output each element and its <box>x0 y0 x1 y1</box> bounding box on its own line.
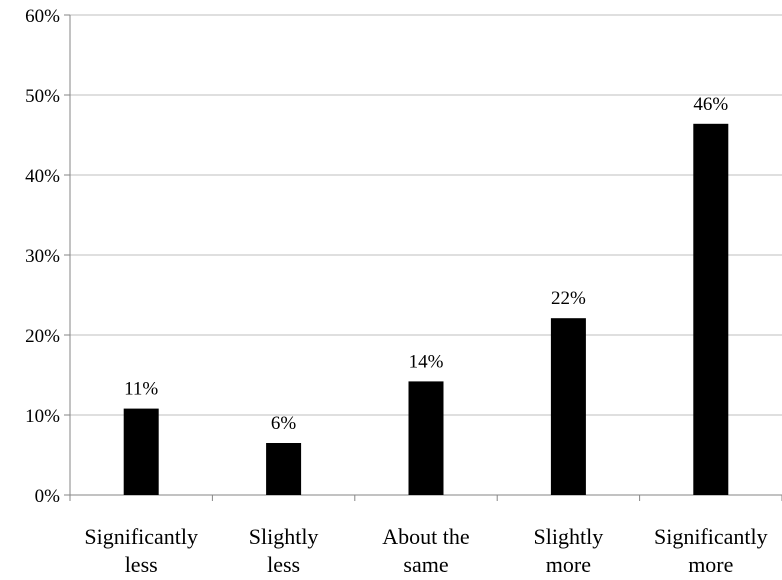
x-tick-label: About the <box>382 524 469 549</box>
data-label: 6% <box>271 413 297 434</box>
x-tick-label: same <box>403 552 448 577</box>
x-tick-label: more <box>688 552 733 577</box>
x-tick-label: Slightly <box>534 524 604 549</box>
data-label: 46% <box>693 94 728 115</box>
x-tick-label: more <box>546 552 591 577</box>
labels: 0% 10% 20% 30% 40% 50% 60% 11% Significantly less… <box>25 6 767 577</box>
x-tick-label: Significantly <box>84 524 198 549</box>
bar <box>123 408 159 495</box>
data-label: 14% <box>409 351 444 372</box>
y-tick-label: 40% <box>25 166 60 187</box>
y-tick-label: 10% <box>25 406 60 427</box>
bar <box>408 381 444 495</box>
gridlines <box>70 14 782 416</box>
x-tick-label: Significantly <box>654 524 768 549</box>
bar <box>693 123 729 496</box>
y-tick-label: 50% <box>25 86 60 107</box>
bar <box>550 318 586 495</box>
y-tick-label: 20% <box>25 326 60 347</box>
y-tick-label: 0% <box>35 486 61 507</box>
bar <box>266 443 302 495</box>
data-label: 11% <box>124 379 158 400</box>
y-tick-label: 30% <box>25 246 60 267</box>
x-tick-label: less <box>267 552 300 577</box>
x-tick-label: less <box>125 552 158 577</box>
data-label: 22% <box>551 288 586 309</box>
bars <box>123 123 729 496</box>
y-tick-label: 60% <box>25 6 60 27</box>
x-tick-label: Slightly <box>249 524 319 549</box>
